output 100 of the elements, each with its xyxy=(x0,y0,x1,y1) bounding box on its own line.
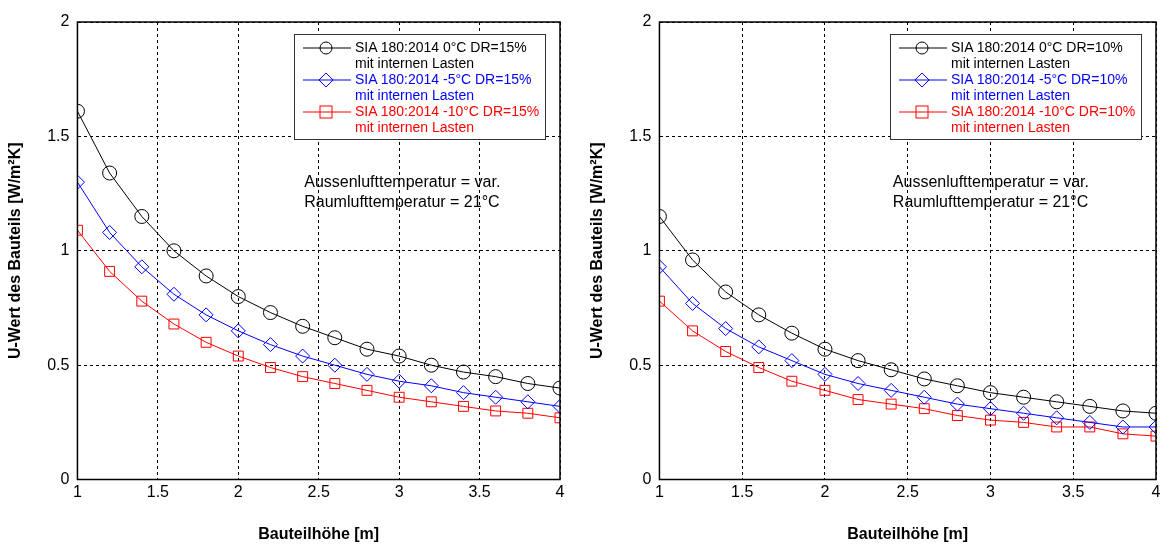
y-tick-label: 2 xyxy=(60,12,70,30)
x-tick-label: 3 xyxy=(986,482,996,500)
point xyxy=(916,371,932,387)
point xyxy=(817,366,833,382)
point xyxy=(751,307,767,323)
legend-label: SIA 180:2014 -5°C DR=15% mit internen Lasten xyxy=(355,71,532,103)
point xyxy=(784,353,800,369)
point xyxy=(1115,419,1131,435)
point xyxy=(134,208,150,224)
point xyxy=(458,400,469,412)
point xyxy=(361,384,373,396)
legend-label: SIA 180:2014 0°C DR=15% mit internen Lasten xyxy=(355,39,527,71)
point xyxy=(230,289,246,305)
point xyxy=(393,391,405,403)
point xyxy=(1082,398,1098,414)
point xyxy=(916,389,932,405)
x-tick-label: 2 xyxy=(233,482,243,500)
x-tick-label: 1 xyxy=(654,482,664,500)
point xyxy=(985,414,996,426)
point xyxy=(134,259,150,275)
point xyxy=(718,321,734,337)
point xyxy=(327,330,343,346)
point xyxy=(104,265,116,277)
point xyxy=(102,165,118,181)
x-tick-label: 1.5 xyxy=(731,482,754,500)
x-tick-label: 1.5 xyxy=(146,482,170,500)
point xyxy=(753,362,765,373)
x-tick-label: 4 xyxy=(1151,482,1161,500)
y-tick-label: 1.5 xyxy=(629,126,652,144)
point xyxy=(1115,403,1131,419)
point xyxy=(751,339,767,355)
point xyxy=(455,385,471,401)
point xyxy=(850,376,866,391)
point xyxy=(949,396,965,412)
point xyxy=(786,375,798,387)
point xyxy=(198,307,214,323)
legend-label: SIA 180:2014 -10°C DR=15% mit internen Lasten xyxy=(355,103,540,135)
point xyxy=(1084,421,1096,433)
point xyxy=(1049,410,1065,426)
point xyxy=(232,350,244,362)
point xyxy=(265,362,276,373)
point xyxy=(982,401,998,417)
point xyxy=(327,357,343,373)
point xyxy=(423,357,439,373)
point xyxy=(102,225,118,240)
point xyxy=(295,318,311,334)
point xyxy=(262,305,278,321)
y-tick-label: 2 xyxy=(642,12,652,30)
point xyxy=(1117,428,1129,440)
point xyxy=(168,318,180,330)
point xyxy=(136,295,148,307)
point xyxy=(425,396,437,408)
point xyxy=(166,286,182,302)
annotation: Aussenlufttemperatur = var. xyxy=(304,172,501,190)
point xyxy=(297,371,309,383)
point xyxy=(200,336,212,348)
point xyxy=(1049,394,1065,410)
point xyxy=(1016,389,1032,405)
x-axis-title: Bauteilhöhe [m] xyxy=(258,524,380,542)
x-tick-label: 3.5 xyxy=(1062,482,1085,500)
point xyxy=(687,325,698,337)
point xyxy=(423,378,439,394)
point xyxy=(359,366,375,382)
annotation: Raumlufttemperatur = 21°C xyxy=(892,192,1089,210)
point xyxy=(817,341,833,357)
x-axis-title: Bauteilhöhe [m] xyxy=(847,524,969,542)
x-tick-label: 3 xyxy=(394,482,404,500)
point xyxy=(1082,414,1098,430)
annotation: Raumlufttemperatur = 21°C xyxy=(304,192,500,210)
point xyxy=(1016,405,1032,421)
point xyxy=(885,398,897,410)
x-tick-label: 4 xyxy=(555,482,565,500)
point xyxy=(391,348,407,364)
legend-label: SIA 180:2014 0°C DR=10% mit internen Lasten xyxy=(951,39,1123,71)
point xyxy=(982,385,998,401)
y-tick-label: 1 xyxy=(60,241,70,259)
y-tick-label: 1.5 xyxy=(47,126,70,144)
point xyxy=(295,348,311,364)
point xyxy=(949,378,965,394)
point xyxy=(490,405,502,417)
y-tick-label: 0.5 xyxy=(47,355,70,373)
point xyxy=(883,362,899,378)
point xyxy=(198,268,214,284)
x-tick-label: 1 xyxy=(72,482,82,500)
point xyxy=(455,364,471,380)
point xyxy=(262,337,278,353)
point xyxy=(720,346,732,357)
y-axis-title: U-Wert des Bauteils [W/m²K] xyxy=(6,142,24,360)
y-tick-label: 1 xyxy=(642,241,652,259)
point xyxy=(522,407,534,419)
y-tick-label: 0.5 xyxy=(629,355,652,373)
point xyxy=(951,410,963,421)
point xyxy=(520,376,536,391)
point xyxy=(685,252,701,268)
y-tick-label: 0 xyxy=(642,470,652,488)
point xyxy=(488,389,504,405)
point xyxy=(329,378,341,389)
legend-label: SIA 180:2014 -10°C DR=10% mit internen Lasten xyxy=(951,103,1136,135)
point xyxy=(230,323,246,339)
point xyxy=(1018,416,1030,428)
